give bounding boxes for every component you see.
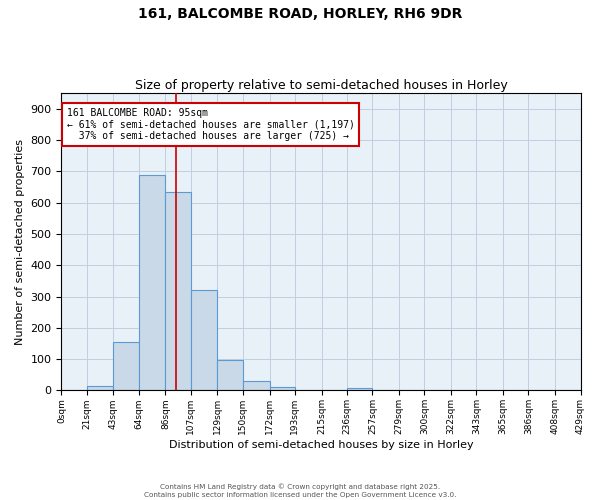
Bar <box>243 381 269 390</box>
Bar <box>217 360 243 390</box>
X-axis label: Distribution of semi-detached houses by size in Horley: Distribution of semi-detached houses by … <box>169 440 473 450</box>
Title: Size of property relative to semi-detached houses in Horley: Size of property relative to semi-detach… <box>134 79 508 92</box>
Text: Contains HM Land Registry data © Crown copyright and database right 2025.
Contai: Contains HM Land Registry data © Crown c… <box>144 484 456 498</box>
Bar <box>87 386 113 390</box>
Y-axis label: Number of semi-detached properties: Number of semi-detached properties <box>15 139 25 345</box>
Bar <box>139 174 166 390</box>
Bar <box>166 192 191 390</box>
Bar <box>347 388 373 390</box>
Text: 161, BALCOMBE ROAD, HORLEY, RH6 9DR: 161, BALCOMBE ROAD, HORLEY, RH6 9DR <box>138 8 462 22</box>
Text: 161 BALCOMBE ROAD: 95sqm
← 61% of semi-detached houses are smaller (1,197)
  37%: 161 BALCOMBE ROAD: 95sqm ← 61% of semi-d… <box>67 108 355 141</box>
Bar <box>191 290 217 390</box>
Bar <box>113 342 139 390</box>
Bar <box>269 386 295 390</box>
